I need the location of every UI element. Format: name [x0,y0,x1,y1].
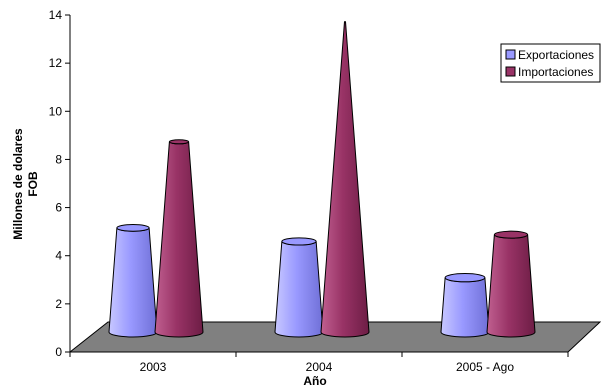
y-tick-label: 4 [55,249,62,263]
bar-exportaciones-2005-ago [440,273,490,338]
x-ticks: 2003 2004 2005 - Ago [69,352,569,374]
y-tick-label: 14 [49,8,63,22]
y-tick-label: 8 [55,152,62,166]
legend: Exportaciones Importaciones [500,43,601,83]
bar-top [281,237,317,246]
bar-body [486,234,536,338]
bar-importaciones-2003 [154,139,204,338]
bar-exportaciones-2003 [108,223,158,338]
y-tick-label: 10 [49,104,63,118]
legend-box [500,43,601,83]
bar-importaciones-2005-ago [486,230,536,338]
bars [108,21,536,338]
bar-top [116,223,150,232]
bar-top [493,230,529,239]
bar-top [168,139,190,145]
x-tick-label: 2004 [306,360,333,374]
y-ticks: 0 2 4 6 8 10 12 14 [49,8,70,359]
y-axis-title-line-1: Millones de dolares [11,128,25,240]
y-axis-title: Millones de dolares FOB [11,128,40,240]
bar-body [154,141,204,338]
legend-swatch-importaciones [505,66,516,77]
bar-body [320,21,370,338]
bar-exportaciones-2004 [274,237,324,338]
y-axis-title-line-2: FOB [26,171,40,197]
y-tick-label: 2 [55,297,62,311]
y-tick-label: 6 [55,201,62,215]
bar-body [440,277,490,338]
legend-label-importaciones: Importaciones [518,65,593,79]
y-tick-label: 12 [49,56,63,70]
x-tick-label: 2003 [140,360,167,374]
legend-label-exportaciones: Exportaciones [518,48,594,62]
bar-body [108,227,158,338]
bar-top [444,273,486,283]
y-tick-label: 0 [55,345,62,359]
x-axis-title: Año [303,374,326,388]
bar-importaciones-2004 [320,21,370,338]
legend-swatch-exportaciones [505,49,516,60]
x-tick-label: 2005 - Ago [456,360,514,374]
bar-body [274,241,324,338]
